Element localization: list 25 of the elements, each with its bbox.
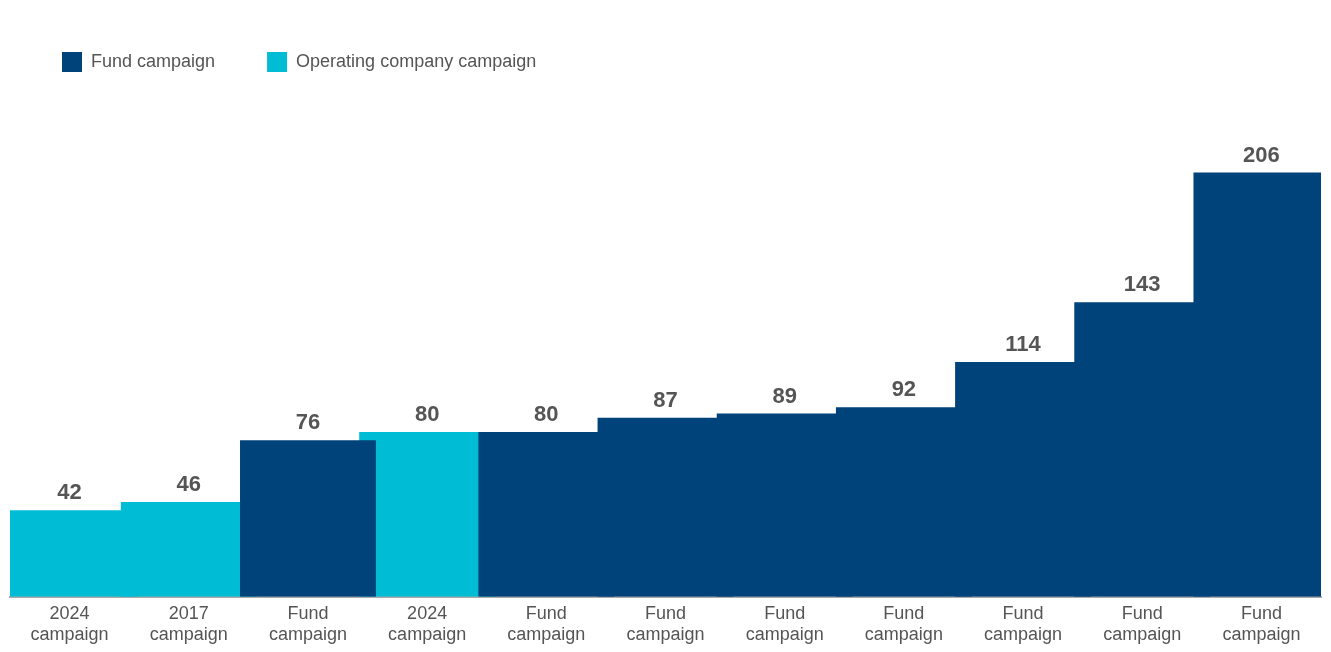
data-label: 206 bbox=[1243, 141, 1280, 167]
x-tick-label: Fund campaign bbox=[268, 602, 347, 645]
x-tick-label: Fund campaign bbox=[507, 602, 586, 645]
x-tick-label: Fund campaign bbox=[745, 602, 824, 645]
data-label: 114 bbox=[1005, 331, 1042, 357]
data-label: 46 bbox=[176, 471, 202, 497]
data-label: 87 bbox=[653, 386, 678, 412]
x-tick-label: 2017 campaign bbox=[149, 602, 228, 645]
data-label: 89 bbox=[772, 382, 797, 408]
x-tick-label: Fund campaign bbox=[1222, 602, 1301, 645]
data-label: 92 bbox=[891, 376, 917, 402]
x-tick-label: Fund campaign bbox=[626, 602, 705, 645]
data-label: 42 bbox=[57, 479, 82, 505]
x-tick-label: Fund campaign bbox=[864, 602, 943, 645]
x-tick-label: Fund campaign bbox=[984, 602, 1063, 645]
legend-label: Fund campaign bbox=[91, 50, 216, 71]
data-label: 80 bbox=[414, 401, 440, 427]
bar bbox=[240, 440, 376, 597]
data-label: 80 bbox=[534, 401, 559, 427]
data-label: 143 bbox=[1123, 271, 1161, 297]
x-tick-label: 2024 campaign bbox=[388, 602, 467, 645]
data-label: 76 bbox=[295, 409, 321, 435]
legend-label: Operating company campaign bbox=[296, 50, 537, 71]
x-tick-label: Fund campaign bbox=[1103, 602, 1182, 645]
x-tick-label: 2024 campaign bbox=[30, 602, 109, 645]
